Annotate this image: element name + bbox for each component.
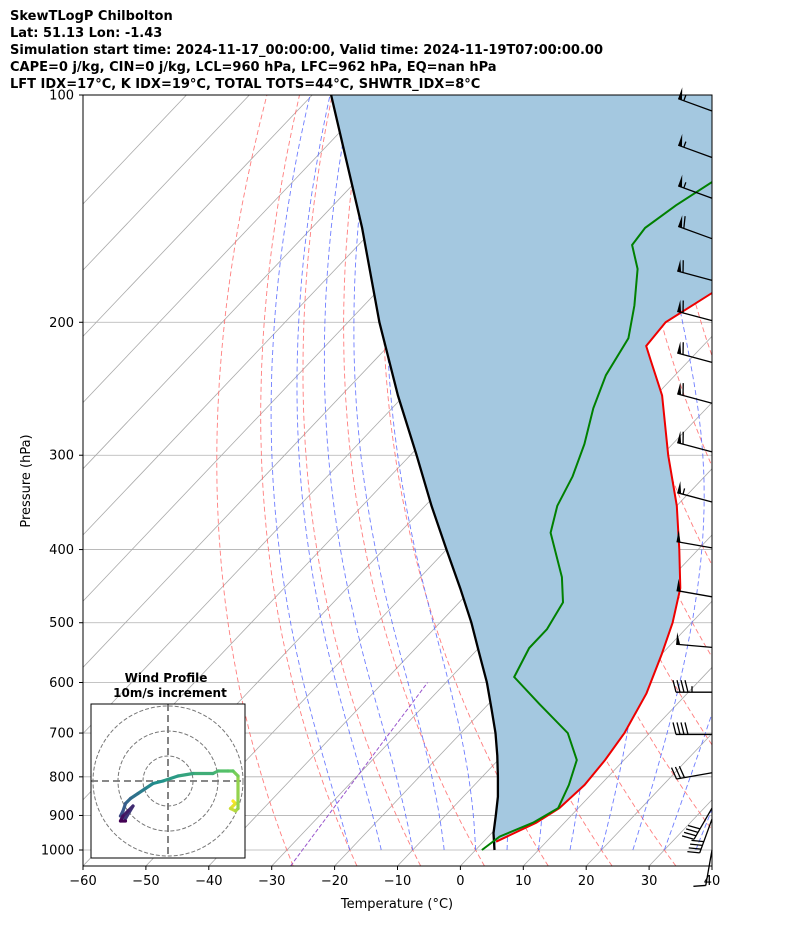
isotherm — [334, 468, 712, 866]
hodograph-segment — [161, 774, 180, 783]
dry-adiabat — [216, 95, 294, 866]
isotherm — [711, 865, 712, 866]
hodograph-segment — [176, 771, 195, 778]
x-tick-label: −50 — [132, 874, 159, 889]
wind-barb — [676, 578, 713, 598]
wind-barb — [677, 299, 713, 322]
wind-barb — [677, 87, 713, 112]
hodograph-title: Wind Profile — [125, 671, 208, 685]
moist-adiabat — [296, 95, 382, 851]
dewpoint-line — [481, 180, 712, 851]
dry-adiabat — [382, 95, 549, 866]
moist-adiabat — [353, 95, 445, 851]
x-tick-label: 10 — [515, 874, 532, 889]
isotherm — [585, 732, 712, 866]
hodograph-subtitle: 10m/s increment — [113, 686, 227, 700]
isotherm — [83, 95, 250, 271]
wind-barb — [677, 174, 713, 199]
moist-adiabat — [323, 95, 414, 851]
moist-adiabat — [270, 95, 351, 851]
isotherm — [83, 95, 313, 337]
chart-header: SkewTLogP Chilbolton Lat: 51.13 Lon: -1.… — [10, 8, 603, 93]
wind-barb — [672, 722, 712, 736]
moist-adiabat — [632, 95, 705, 851]
times-line: Simulation start time: 2024-11-17_00:00:… — [10, 43, 603, 58]
y-tick-label: 300 — [49, 449, 74, 464]
x-axis-label: Temperature (°C) — [340, 897, 453, 912]
y-tick-label: 700 — [49, 727, 74, 742]
y-tick-label: 1000 — [41, 844, 74, 859]
wind-barb — [677, 431, 713, 453]
profile-lines — [329, 95, 792, 851]
indices-line-1: CAPE=0 j/kg, CIN=0 j/kg, LCL=960 hPa, LF… — [10, 60, 497, 75]
y-tick-label: 500 — [49, 616, 74, 631]
wind-barb — [677, 382, 713, 404]
isotherm — [83, 95, 376, 404]
temperature-point — [775, 249, 776, 250]
wind-barb — [677, 259, 713, 281]
x-tick-label: −10 — [384, 874, 411, 889]
moist-adiabat — [727, 95, 794, 850]
parcel-profile-line — [329, 95, 500, 851]
dry-adiabat — [723, 95, 794, 866]
y-tick-label: 800 — [49, 770, 74, 785]
dewpoint-point — [733, 168, 734, 169]
x-tick-label: 20 — [578, 874, 595, 889]
x-tick-label: −40 — [195, 874, 222, 889]
indices-line-2: LFT IDX=17°C, K IDX=19°C, TOTAL TOTS=44°… — [10, 77, 481, 92]
wind-barbs — [670, 87, 713, 887]
wind-barb — [677, 215, 713, 240]
wind-barb — [676, 632, 713, 648]
x-tick-label: −30 — [258, 874, 285, 889]
location-line: Lat: 51.13 Lon: -1.43 — [10, 26, 163, 41]
wind-barb — [670, 766, 713, 780]
wind-barb — [687, 818, 713, 854]
y-tick-label: 900 — [49, 809, 74, 824]
y-axis-label: Pressure (hPa) — [19, 434, 34, 527]
dry-adiabat — [756, 95, 794, 866]
y-tick-label: 100 — [49, 89, 74, 104]
x-tick-label: 30 — [641, 874, 658, 889]
wind-barb — [677, 133, 713, 159]
dry-adiabat — [260, 95, 358, 866]
moist-adiabat — [663, 712, 712, 851]
wind-barb — [677, 481, 713, 503]
wind-barb — [672, 680, 712, 693]
temperature-point — [789, 205, 790, 206]
hodograph-segment — [151, 779, 165, 786]
wind-barb — [676, 529, 713, 549]
isotherm — [83, 95, 439, 470]
chart-title: SkewTLogP Chilbolton — [10, 9, 173, 24]
mixing-ratio-line — [290, 682, 428, 866]
y-tick-label: 400 — [49, 543, 74, 558]
hodograph-inset: Wind Profile 10m/s increment — [90, 671, 246, 859]
temperature-point — [786, 227, 787, 228]
cape-shading — [331, 95, 712, 850]
axis-ticks: −60 −50 −40 −30 −20 −10 0 10 20 30 40 100 200 300 400 5… — [41, 89, 720, 890]
cape-cin-area — [331, 95, 712, 850]
dry-adiabat — [343, 95, 485, 866]
y-tick-label: 600 — [49, 676, 74, 691]
temperature-point — [720, 287, 721, 288]
y-tick-label: 200 — [49, 316, 74, 331]
dry-adiabat — [788, 95, 794, 866]
x-tick-label: 40 — [704, 874, 721, 889]
x-tick-label: 0 — [456, 874, 464, 889]
hodograph-frame — [90, 703, 246, 859]
wind-barb — [681, 807, 713, 840]
x-tick-label: −20 — [321, 874, 348, 889]
temperature-line — [495, 291, 712, 843]
x-tick-label: −60 — [69, 874, 96, 889]
wind-barb — [693, 849, 713, 887]
isotherm — [523, 666, 712, 866]
dry-adiabat — [302, 95, 422, 866]
wind-barb — [677, 341, 713, 363]
dewpoint-point — [791, 126, 792, 127]
